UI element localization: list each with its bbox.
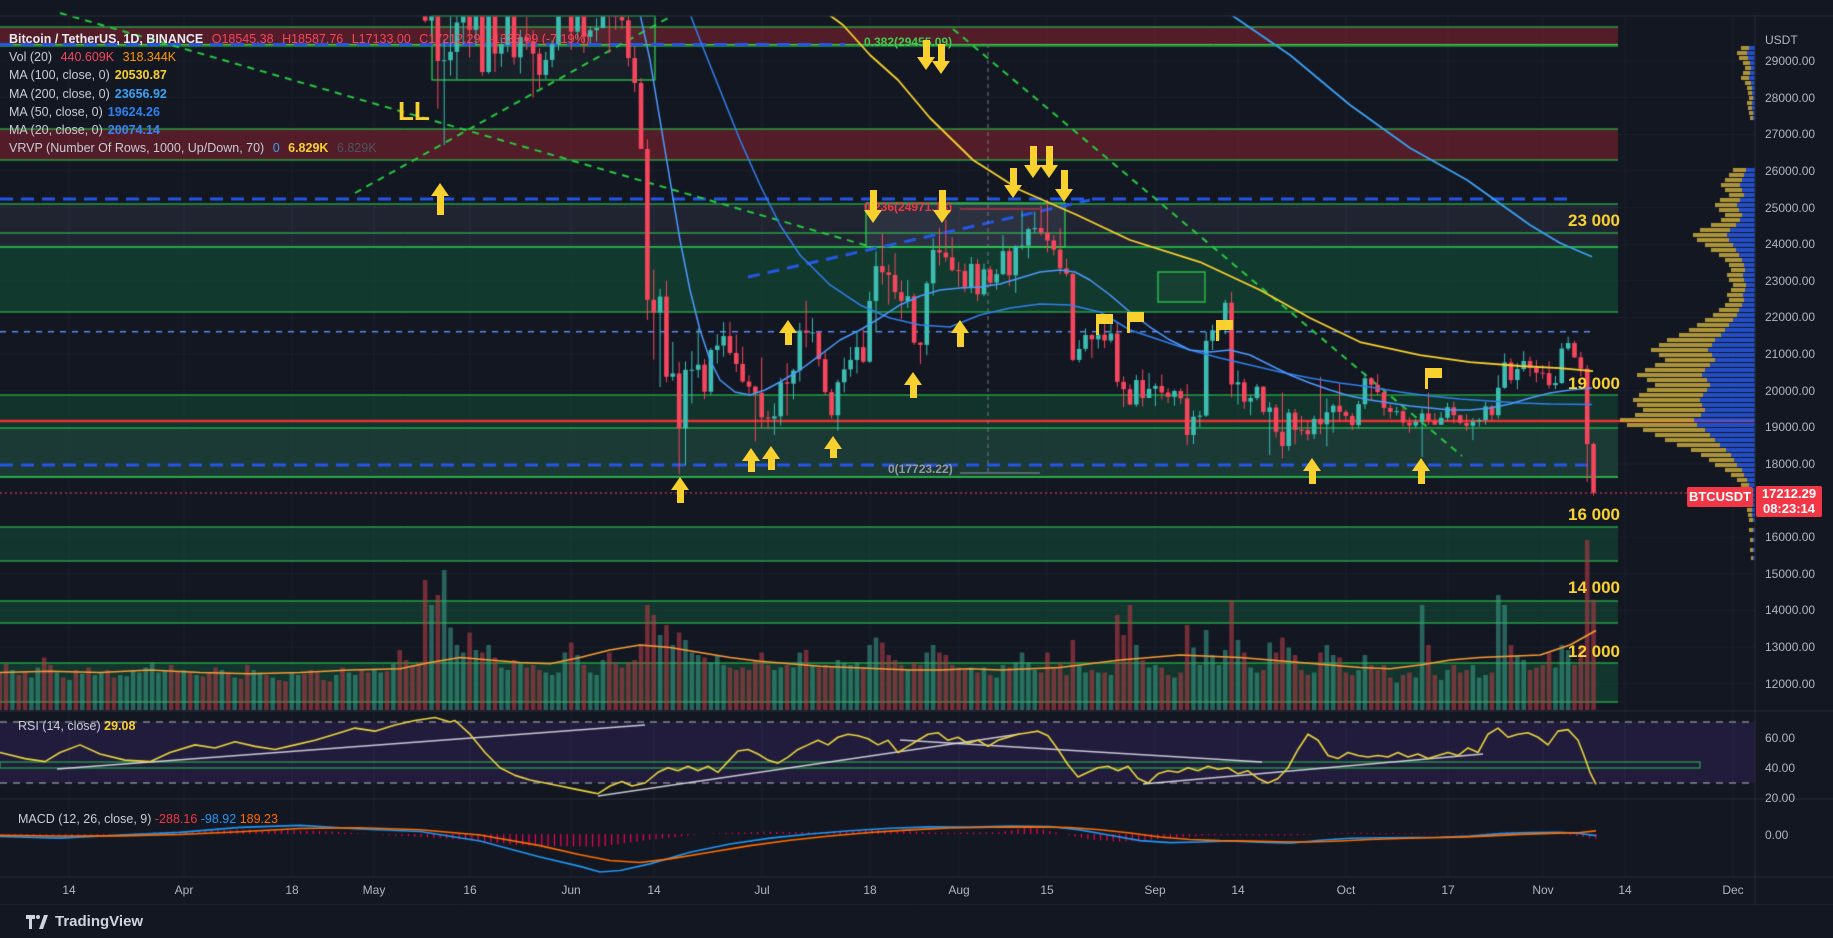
footer-bar: TradingView bbox=[0, 905, 1833, 938]
tradingview-logo-icon[interactable] bbox=[26, 914, 48, 930]
tradingview-logo-text[interactable]: TradingView bbox=[55, 913, 144, 930]
